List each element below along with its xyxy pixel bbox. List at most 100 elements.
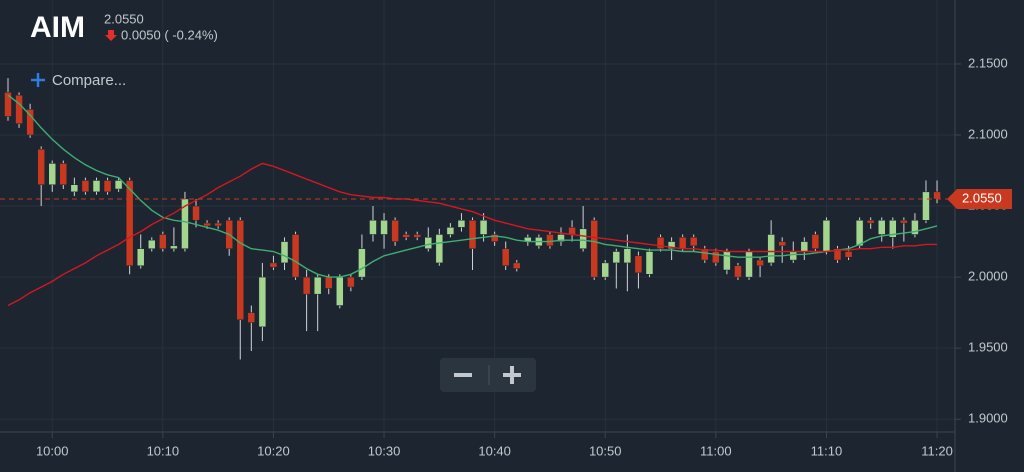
candle-body — [789, 251, 798, 261]
candle-body — [767, 234, 775, 264]
candle-body — [855, 220, 864, 247]
candle-body — [125, 180, 134, 266]
candle-body — [667, 241, 676, 249]
candle-body — [192, 205, 200, 221]
candle-body — [922, 191, 930, 221]
y-tick-label: 2.1500 — [968, 55, 1008, 70]
y-tick-label: 1.9000 — [968, 411, 1008, 426]
x-tick-label: 11:10 — [811, 443, 843, 458]
candle-body — [402, 234, 410, 238]
candle-body — [148, 239, 156, 249]
candle-body — [37, 148, 45, 185]
x-tick-label: 10:00 — [36, 443, 69, 458]
candle-body — [590, 220, 598, 278]
candle-body — [457, 220, 466, 228]
candle-body — [689, 237, 698, 247]
candle-body — [313, 276, 322, 295]
candle-body — [513, 262, 521, 269]
x-tick-label: 10:10 — [147, 443, 180, 458]
candle-body — [811, 234, 820, 249]
candle-body — [214, 222, 222, 227]
candle-body — [26, 109, 34, 136]
candle-body — [48, 163, 56, 185]
candle-body — [302, 276, 311, 295]
x-tick-label: 10:30 — [368, 443, 401, 458]
x-tick-label: 11:20 — [921, 443, 953, 458]
candle-body — [557, 234, 565, 242]
candle-body — [136, 248, 145, 266]
candle-body — [269, 262, 278, 268]
candle-body — [800, 241, 809, 252]
candle-body — [236, 220, 245, 320]
compare-label[interactable]: Compare... — [52, 72, 126, 89]
candle-body — [734, 265, 742, 278]
candle-body — [159, 234, 167, 249]
candle-body — [933, 191, 941, 200]
zoom-out[interactable] — [454, 373, 472, 377]
change: 0.0050 ( -0.24%) — [121, 27, 218, 42]
candle-body — [258, 276, 267, 328]
candle-body — [170, 245, 178, 249]
last-price-tag — [947, 188, 1012, 209]
candle-body — [889, 220, 897, 238]
candle-body — [656, 237, 665, 249]
y-tick-label: 1.9500 — [968, 340, 1008, 355]
x-tick-label: 10:20 — [257, 443, 290, 458]
moving-average-line — [7, 94, 938, 278]
candle-body — [911, 220, 919, 235]
candle-body — [712, 251, 720, 264]
candle-body — [701, 248, 709, 261]
candle-body — [203, 222, 211, 227]
axes: 1.90001.95002.00002.05002.10002.150010:0… — [36, 55, 1012, 458]
candle-body — [424, 237, 433, 249]
candle-body — [468, 220, 477, 249]
x-tick-label: 10:40 — [478, 443, 511, 458]
plot — [0, 78, 955, 360]
candle-body — [358, 248, 366, 278]
candle-body — [103, 180, 112, 193]
candle-body — [501, 248, 510, 266]
candle-body — [81, 180, 90, 193]
candle-body — [877, 220, 886, 235]
candle-body — [291, 234, 300, 278]
candle-body — [280, 241, 289, 264]
y-tick-label: 2.1000 — [968, 126, 1008, 141]
candle-body — [336, 276, 344, 306]
candle-body — [4, 92, 12, 117]
candle-body — [324, 276, 333, 289]
price: 2.0550 — [104, 11, 144, 26]
compare-plus-icon — [31, 73, 45, 87]
candle-body — [347, 276, 355, 288]
candle-body — [15, 94, 23, 124]
candle-body — [435, 234, 444, 264]
candle-body — [579, 228, 587, 249]
candle-body — [92, 180, 101, 193]
candle-body — [380, 220, 388, 235]
candle-body — [745, 251, 753, 278]
zoom-controls — [440, 358, 536, 392]
candle-body — [634, 255, 643, 274]
candle-body — [568, 227, 576, 235]
zoom-in[interactable] — [503, 366, 521, 384]
compare-button[interactable]: Compare... — [31, 72, 126, 89]
candle-body — [756, 259, 764, 266]
symbol: AIM — [30, 11, 85, 44]
candle-body — [479, 220, 488, 235]
candle-body — [645, 251, 654, 275]
x-tick-label: 10:50 — [589, 443, 622, 458]
grid — [0, 0, 955, 432]
candle-body — [900, 220, 908, 224]
candle-body — [844, 251, 853, 258]
y-tick-label: 2.0000 — [968, 269, 1008, 284]
candle-body — [601, 262, 609, 278]
candle-body — [866, 220, 875, 224]
candle-body — [391, 220, 399, 242]
moving-average-line — [7, 162, 937, 307]
candle-body — [114, 180, 123, 190]
last-price-label: 2.0550 — [962, 190, 1002, 205]
candle-body — [369, 220, 377, 235]
candle-body — [678, 237, 687, 249]
